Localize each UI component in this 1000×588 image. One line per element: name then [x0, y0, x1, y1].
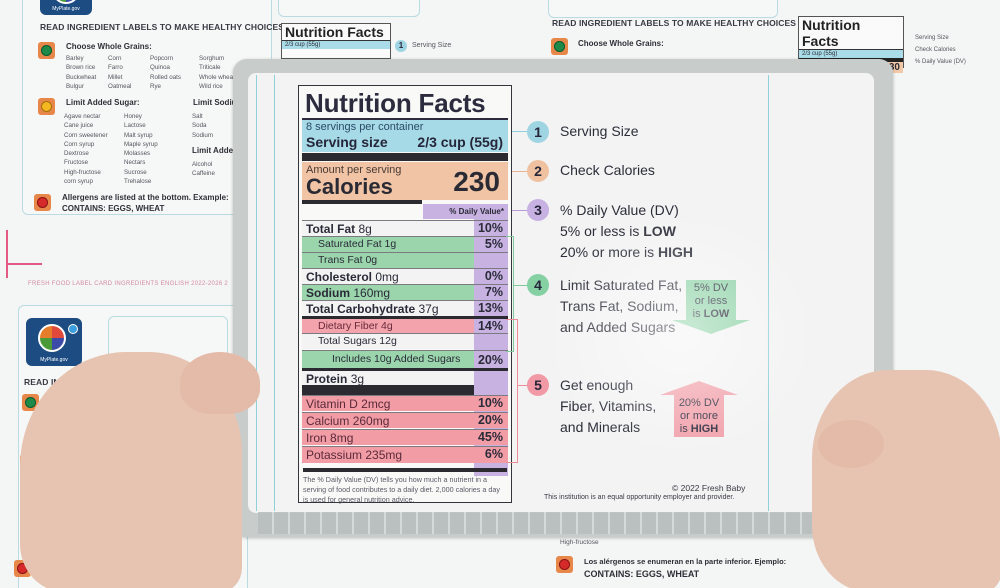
low-arrow-head [672, 320, 750, 334]
bg-card-top-right [548, 0, 778, 18]
step-4-badge: 4 [527, 274, 549, 296]
row-potassium: Potassium 235mg 6% [302, 446, 508, 463]
row-protein: Protein 3g [302, 368, 508, 386]
equal-opportunity-note: This institution is an equal opportunity… [544, 494, 735, 501]
connector-1 [512, 131, 528, 132]
ruler-strip [258, 512, 838, 534]
mini-nutrition-label: Nutrition Facts 2/3 cup (55g) [281, 23, 391, 59]
crop-mark [6, 263, 42, 265]
serving-size-label: Serving size [306, 134, 388, 150]
row-total-fat: Total Fat 8g 10% [302, 220, 508, 236]
limit-added-title: Limit Added [192, 146, 234, 155]
calories-label: Calories [306, 174, 393, 199]
row-vitamin-d: Vitamin D 2mcg 10% [302, 395, 508, 411]
bracket-4 [506, 236, 514, 352]
row-added-sugars: Includes 10g Added Sugars 20% [302, 350, 508, 368]
crop-mark [6, 230, 8, 278]
connector-4 [514, 285, 528, 286]
bg-card-top-left [22, 0, 272, 215]
bg-serving-size: Serving Size [412, 42, 452, 49]
allergens-note: Allergens are listed at the bottom. Exam… [62, 193, 229, 213]
sodium-list: Salt Soda Sodium [192, 113, 213, 139]
nutrition-facts-title: Nutrition Facts [305, 88, 486, 118]
serving-section: 8 servings per container Serving size 2/… [302, 118, 508, 152]
amount-per-serving: Amount per serving [306, 164, 402, 176]
bg-card-top-mid [278, 0, 420, 17]
divider [302, 385, 474, 395]
print-code: FRESH FOOD LABEL CARD INGREDIENTS ENGLIS… [28, 281, 229, 287]
step-3-text: % Daily Value (DV) 5% or less is LOW 20%… [560, 202, 694, 260]
low-dv-arrow: 5% DV or less is LOW [686, 280, 736, 320]
card-guide-line [768, 75, 769, 511]
bracket-5 [506, 319, 518, 463]
dv-footnote: The % Daily Value (DV) tells you how muc… [303, 468, 507, 505]
whole-grains-title: Choose Whole Grains: [578, 39, 664, 48]
divider [302, 200, 422, 204]
sugar-col1: Agave nectar Cane juice Corn sweetener Corn… [64, 113, 108, 186]
calories-section: Amount per serving Calories 230 [302, 162, 508, 200]
card-guide-line [274, 75, 275, 511]
step-1-badge: 1 [527, 121, 549, 143]
row-calcium: Calcium 260mg 20% [302, 412, 508, 428]
connector-3 [512, 210, 528, 211]
row-total-sugars: Total Sugars 12g [302, 333, 508, 349]
grains-col2: Corn Farro Millet Oatmeal [108, 55, 132, 90]
row-cholesterol: Cholesterol 0mg 0% [302, 268, 508, 284]
step-5-text: Get enough Fiber, Vitamins, and Minerals [560, 377, 657, 435]
green-light-icon [38, 42, 55, 59]
bg-heading: READ INGREDIENT LABELS TO MAKE HEALTHY C… [552, 18, 797, 28]
bg-heading: READ INGREDIENT LABELS TO MAKE HEALTHY C… [40, 22, 285, 32]
grains-col1: Barley Brown rice Buckwheat Bulgur [66, 55, 97, 90]
step-2-text: Check Calories [560, 162, 655, 178]
sodium-title: Limit Sodium [193, 98, 233, 107]
added-sugar-title: Limit Added Sugar: [66, 98, 140, 107]
bg-badge-1: 1 [395, 40, 407, 52]
yellow-light-icon [38, 98, 55, 115]
high-arrow-head [660, 381, 738, 395]
row-trans-fat: Trans Fat 0g [302, 252, 508, 268]
serving-size-value: 2/3 cup (55g) [417, 134, 503, 150]
left-thumb [180, 352, 260, 414]
myplate-logo: MyPlate.gov [26, 318, 82, 366]
row-iron: Iron 8mg 45% [302, 429, 508, 445]
limit-added-list: Alcohol Caffeine [192, 161, 215, 178]
right-hand [812, 370, 1000, 588]
row-dietary-fiber: Dietary Fiber 4g 14% [302, 316, 508, 334]
right-thumb [818, 420, 884, 468]
step-2-badge: 2 [527, 160, 549, 182]
servings-per-container: 8 servings per container [306, 121, 424, 133]
step-5-badge: 5 [527, 374, 549, 396]
step-1-text: Serving Size [560, 123, 639, 139]
copyright: © 2022 Fresh Baby [672, 483, 746, 493]
bg-guide-right: Serving Size Check Calories % Daily Valu… [915, 35, 966, 65]
divider [302, 153, 508, 161]
green-light-icon [551, 38, 568, 55]
step-3-badge: 3 [527, 199, 549, 221]
row-total-carbohydrate: Total Carbohydrate 37g 13% [302, 300, 508, 316]
bg-bottom-sugar: High-fructose [560, 539, 599, 546]
whole-grains-title: Choose Whole Grains: [66, 42, 152, 51]
connector-2 [512, 171, 528, 172]
connector-5 [518, 385, 528, 386]
calories-value: 230 [453, 166, 500, 197]
grains-col4: Sorghum Triticale Whole wheat Wild rice [199, 55, 235, 90]
sugar-col2: Honey Lactose Malt syrup Maple syrup Molasse… [124, 113, 158, 186]
grains-col3: Popcorn Quinoa Rolled oats Rye [150, 55, 181, 90]
card-guide-line [256, 75, 257, 511]
red-light-icon [34, 194, 51, 211]
red-light-icon [556, 556, 573, 573]
dv-header: % Daily Value* [423, 204, 508, 219]
allergens-note-es: Los alérgenos se enumeran en la parte in… [584, 557, 787, 579]
row-sodium: Sodium 160mg 7% [302, 284, 508, 300]
nutrition-facts-label: Nutrition Facts 8 servings per container… [298, 85, 512, 505]
row-saturated-fat: Saturated Fat 1g 5% [302, 236, 508, 252]
myplate-logo: MyPlate.gov [40, 0, 92, 15]
step-4-text: Limit Saturated Fat, Trans Fat, Sodium, … [560, 277, 683, 335]
high-dv-arrow: 20% DV or more is HIGH [674, 395, 724, 437]
